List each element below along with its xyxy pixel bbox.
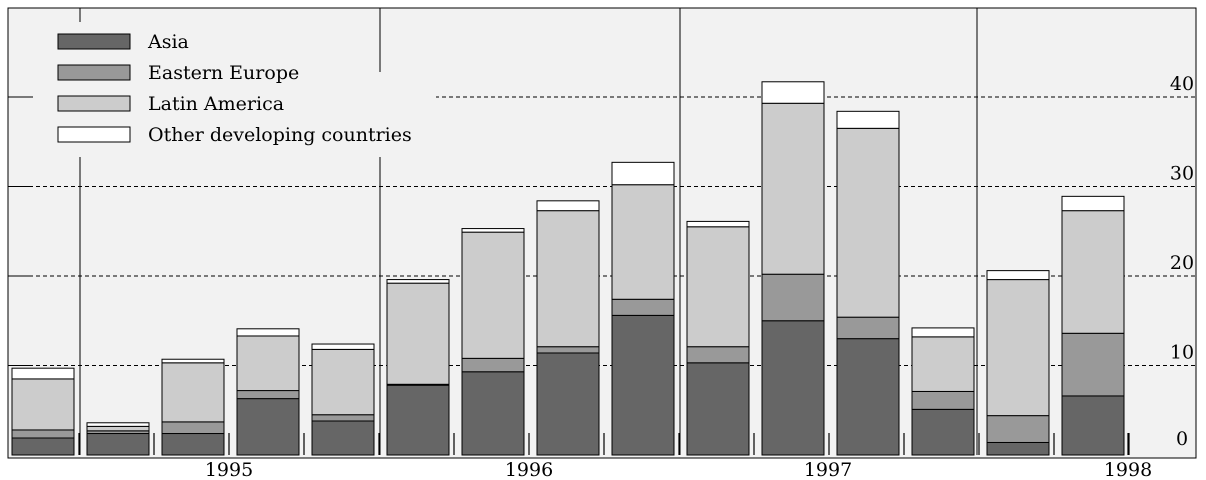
bar-segment-latin-america — [311, 348, 375, 416]
legend-swatch-asia — [57, 33, 131, 50]
bar-segment-latin-america — [986, 279, 1050, 417]
bar-segment-latin-america — [11, 378, 75, 431]
bar-segment-latin-america — [536, 210, 600, 348]
bar-segment-asia — [686, 362, 750, 456]
bar-segment-asia — [236, 398, 300, 456]
bar-segment-eastern-europe — [836, 316, 900, 340]
bar-segment-asia — [536, 352, 600, 456]
bar-segment-asia — [386, 384, 450, 456]
bar-segment-other-developing-countries — [536, 200, 600, 212]
plot-frame — [7, 7, 1197, 459]
x-tick-marks — [78, 433, 1130, 455]
bar-segment-other-developing-countries — [911, 327, 975, 338]
bar-segment-eastern-europe — [761, 273, 825, 322]
y-tick-label: 20 — [1170, 252, 1194, 274]
bar-segment-asia — [911, 408, 975, 456]
bar-segment-asia — [161, 433, 225, 456]
y-tick-labels: 0 10 20 30 40 — [1170, 73, 1194, 450]
bar-segment-latin-america — [1061, 210, 1125, 334]
bar-segment-other-developing-countries — [86, 422, 150, 427]
bar-segment-latin-america — [161, 362, 225, 423]
x-year-labels: 1995 1996 1997 1998 — [205, 459, 1152, 480]
bar-segment-eastern-europe — [461, 357, 525, 373]
bar-segment-asia — [761, 320, 825, 456]
bar-segment-other-developing-countries — [161, 358, 225, 364]
bar-segment-eastern-europe — [311, 414, 375, 422]
bar-segment-other-developing-countries — [11, 367, 75, 380]
bar-segment-other-developing-countries — [386, 279, 450, 284]
y-tick-label: 40 — [1170, 73, 1194, 95]
bar-segment-latin-america — [686, 226, 750, 348]
bar-segment-latin-america — [461, 231, 525, 359]
bar-segment-eastern-europe — [911, 390, 975, 410]
bar-segment-eastern-europe — [161, 421, 225, 435]
bar-segment-latin-america — [86, 425, 150, 432]
bar-segment-latin-america — [611, 184, 675, 300]
bar-segment-other-developing-countries — [311, 343, 375, 350]
legend-swatch-eastern-europe — [57, 64, 131, 81]
bar-segment-eastern-europe — [1061, 332, 1125, 397]
legend-swatch-other-developing-countries — [57, 126, 131, 143]
bar-segment-eastern-europe — [11, 429, 75, 439]
bar-segment-eastern-europe — [986, 415, 1050, 443]
bar-segment-latin-america — [236, 335, 300, 392]
bar-segment-other-developing-countries — [461, 228, 525, 233]
x-year-label: 1996 — [505, 459, 553, 480]
bar-segment-other-developing-countries — [986, 270, 1050, 281]
legend-swatch-latin-america — [57, 95, 131, 112]
legend-label-latin-america: Latin America — [148, 93, 284, 115]
bar-segment-asia — [986, 441, 1050, 456]
bar-segment-other-developing-countries — [236, 328, 300, 337]
bar-segment-asia — [311, 420, 375, 456]
x-year-label: 1995 — [205, 459, 253, 480]
bar-segment-eastern-europe — [611, 298, 675, 316]
y-tick-label: 0 — [1176, 428, 1188, 450]
bar-segment-other-developing-countries — [611, 161, 675, 186]
bar-segment-other-developing-countries — [836, 110, 900, 129]
bar-segment-eastern-europe — [236, 390, 300, 400]
y-tick-label: 10 — [1170, 342, 1194, 364]
bar-segment-latin-america — [386, 282, 450, 385]
bar-segment-latin-america — [761, 102, 825, 275]
bar-segment-asia — [86, 433, 150, 456]
bar-segment-asia — [1061, 395, 1125, 456]
bar-segment-asia — [836, 338, 900, 456]
bar-segment-latin-america — [911, 336, 975, 392]
legend-label-other-developing-countries: Other developing countries — [148, 124, 412, 146]
bars — [11, 81, 1125, 456]
legend: Asia Eastern Europe Latin America Other dev… — [36, 8, 436, 157]
bar-segment-eastern-europe — [536, 346, 600, 354]
legend-label-eastern-europe: Eastern Europe — [148, 62, 299, 84]
bar-segment-other-developing-countries — [686, 220, 750, 228]
bar-segment-asia — [461, 371, 525, 456]
legend-label-asia: Asia — [147, 31, 189, 53]
bar-segment-other-developing-countries — [761, 81, 825, 104]
bar-segment-eastern-europe — [686, 346, 750, 364]
y-tick-label: 30 — [1170, 163, 1194, 185]
bar-segment-other-developing-countries — [1061, 195, 1125, 212]
bar-segment-latin-america — [836, 127, 900, 318]
bar-segment-asia — [11, 437, 75, 456]
bar-segment-asia — [611, 314, 675, 456]
x-year-label: 1997 — [804, 459, 852, 480]
x-year-label: 1998 — [1104, 459, 1152, 480]
